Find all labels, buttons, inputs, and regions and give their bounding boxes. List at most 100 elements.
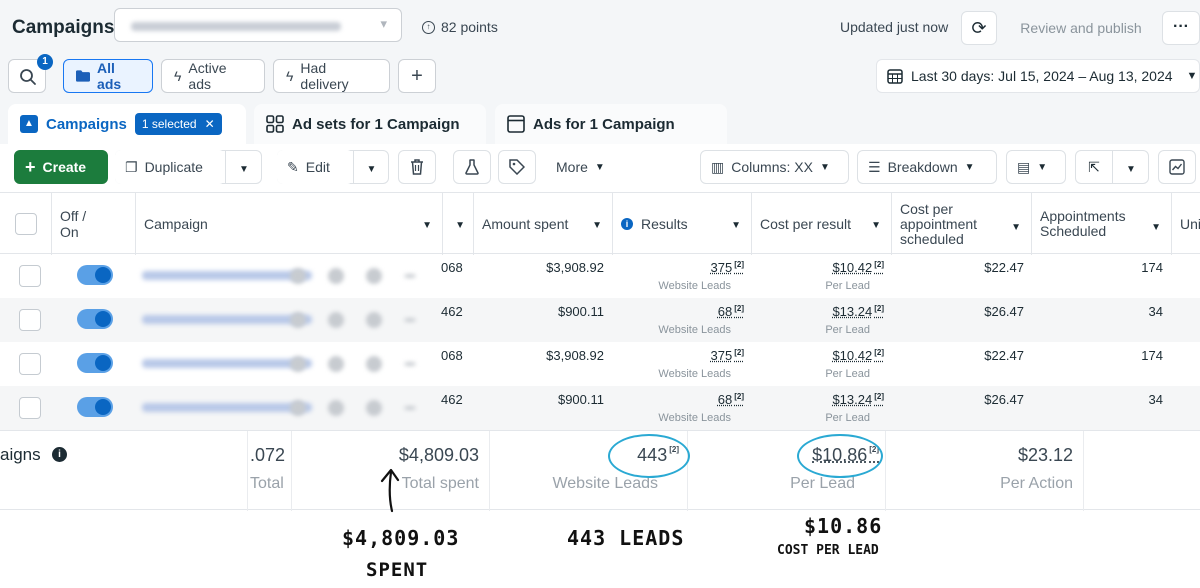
cost-per-appointment-value: $22.47 bbox=[984, 348, 1024, 363]
chart-icon[interactable] bbox=[366, 356, 382, 372]
edit-icon[interactable] bbox=[290, 268, 306, 284]
add-filter-button[interactable]: + bbox=[398, 59, 436, 93]
results-sup: [2] bbox=[734, 304, 744, 313]
chevron-down-icon[interactable]: ▼ bbox=[592, 220, 602, 231]
tab-ads[interactable]: Ads for 1 Campaign bbox=[495, 104, 727, 144]
chart-icon[interactable] bbox=[366, 268, 382, 284]
edit-icon[interactable] bbox=[290, 400, 306, 416]
chart-icon[interactable] bbox=[366, 400, 382, 416]
review-and-publish-button[interactable]: Review and publish bbox=[1009, 11, 1153, 45]
chevron-down-icon[interactable]: ▼ bbox=[455, 220, 465, 231]
row-checkbox[interactable] bbox=[19, 265, 41, 287]
more-icon[interactable] bbox=[404, 362, 416, 366]
annotation-cpl-amount: $10.86 bbox=[804, 514, 882, 538]
results-value[interactable]: 375 [2] bbox=[711, 348, 744, 363]
col-cost-per-appointment[interactable]: Cost per appointment scheduled ▼ bbox=[892, 193, 1032, 255]
breakdown-button[interactable]: ☰ Breakdown ▼ bbox=[857, 150, 997, 184]
col-hidden[interactable]: ▼ bbox=[443, 193, 474, 255]
view-icon[interactable] bbox=[328, 356, 344, 372]
col-campaign[interactable]: Campaign ▼ bbox=[136, 193, 443, 255]
appointments-value: 34 bbox=[1149, 392, 1163, 407]
cost-per-result-value[interactable]: $13.24 [2] bbox=[832, 304, 884, 319]
reports-button[interactable]: ▤ ▼ bbox=[1006, 150, 1066, 184]
results-value[interactable]: 375 [2] bbox=[711, 260, 744, 275]
tab-campaigns[interactable]: ▲ Campaigns 1 selected ✕ bbox=[8, 104, 246, 144]
view-icon[interactable] bbox=[328, 312, 344, 328]
cost-per-result-value[interactable]: $10.42 [2] bbox=[832, 260, 884, 275]
campaign-name-redacted[interactable] bbox=[142, 359, 312, 368]
view-icon[interactable] bbox=[328, 268, 344, 284]
info-icon[interactable]: i bbox=[52, 447, 67, 462]
date-range-picker[interactable]: Last 30 days: Jul 15, 2024 – Aug 13, 202… bbox=[876, 59, 1200, 93]
columns-button[interactable]: ▥ Columns: XX ▼ bbox=[700, 150, 849, 184]
chevron-down-icon[interactable]: ▼ bbox=[1151, 220, 1161, 235]
campaign-toggle[interactable] bbox=[77, 397, 113, 417]
edit-button[interactable]: ✎ Edit bbox=[277, 150, 353, 184]
row-checkbox[interactable] bbox=[19, 309, 41, 331]
export-dropdown[interactable]: ▼ bbox=[1112, 151, 1149, 183]
amount-spent-value: $900.11 bbox=[558, 304, 604, 319]
cost-per-result-value[interactable]: $13.24 [2] bbox=[832, 392, 884, 407]
more-icon[interactable] bbox=[404, 274, 416, 278]
view-icon[interactable] bbox=[328, 400, 344, 416]
col-cost-per-result[interactable]: Cost per result ▼ bbox=[752, 193, 892, 255]
edit-icon[interactable] bbox=[290, 312, 306, 328]
hidden-metric: 068 bbox=[441, 348, 465, 363]
account-selector[interactable]: ▾ bbox=[114, 8, 402, 42]
tab-ad-sets[interactable]: Ad sets for 1 Campaign bbox=[254, 104, 486, 144]
table-row[interactable]: 462 $900.11 68 [2] Website Leads $13.24 [2] Per… bbox=[0, 298, 1200, 342]
campaign-toggle[interactable] bbox=[77, 265, 113, 285]
duplicate-button[interactable]: ❐ Duplicate bbox=[115, 150, 225, 184]
col-results[interactable]: i Results ▼ bbox=[613, 193, 752, 255]
table-row[interactable]: 462 $900.11 68 [2] Website Leads $13.24 [2] Per… bbox=[0, 386, 1200, 430]
chevron-down-icon[interactable]: ▼ bbox=[871, 220, 881, 231]
table-row[interactable]: 068 $3,908.92 375 [2] Website Leads $10.42 [2]… bbox=[0, 254, 1200, 298]
chevron-down-icon[interactable]: ▼ bbox=[731, 220, 741, 231]
results-value[interactable]: 68 [2] bbox=[718, 392, 744, 407]
results-value[interactable]: 68 [2] bbox=[718, 304, 744, 319]
row-checkbox[interactable] bbox=[19, 397, 41, 419]
col-amount-spent[interactable]: Amount spent ▼ bbox=[474, 193, 613, 255]
edit-icon[interactable] bbox=[290, 356, 306, 372]
refresh-button[interactable]: ⟳ bbox=[961, 11, 997, 45]
campaign-toggle[interactable] bbox=[77, 353, 113, 373]
ad-icon bbox=[507, 115, 525, 133]
chevron-down-icon[interactable]: ▾ bbox=[380, 16, 387, 32]
campaign-name-redacted[interactable] bbox=[142, 315, 312, 324]
col-next[interactable]: Uni bbox=[1172, 193, 1200, 255]
col-appointments-scheduled[interactable]: Appointments Scheduled ▼ bbox=[1032, 193, 1172, 255]
select-all-checkbox[interactable] bbox=[15, 213, 37, 235]
chevron-down-icon[interactable]: ▼ bbox=[422, 220, 432, 231]
filter-active-ads[interactable]: ϟ Active ads bbox=[161, 59, 265, 93]
selected-count-pill[interactable]: 1 selected ✕ bbox=[135, 113, 222, 135]
search-button[interactable]: 1 bbox=[8, 59, 46, 93]
campaign-name-redacted[interactable] bbox=[142, 271, 312, 280]
cost-per-appointment-value: $26.47 bbox=[984, 392, 1024, 407]
close-icon[interactable]: ✕ bbox=[205, 117, 215, 131]
campaign-toggle[interactable] bbox=[77, 309, 113, 329]
charts-button[interactable] bbox=[1158, 150, 1196, 184]
more-options-button[interactable]: ··· bbox=[1162, 11, 1200, 45]
filter-had-delivery[interactable]: ϟ Had delivery bbox=[273, 59, 390, 93]
flask-icon bbox=[465, 159, 479, 175]
row-checkbox[interactable] bbox=[19, 353, 41, 375]
duplicate-dropdown[interactable]: ▼ bbox=[225, 151, 262, 183]
test-button[interactable] bbox=[453, 150, 491, 184]
cost-per-result-value[interactable]: $10.42 [2] bbox=[832, 348, 884, 363]
chart-icon[interactable] bbox=[366, 312, 382, 328]
edit-dropdown[interactable]: ▼ bbox=[353, 151, 389, 183]
table-row[interactable]: 068 $3,908.92 375 [2] Website Leads $10.42 [2]… bbox=[0, 342, 1200, 386]
campaign-name-redacted[interactable] bbox=[142, 403, 312, 412]
more-icon[interactable] bbox=[404, 406, 416, 410]
create-button[interactable]: + Create bbox=[14, 150, 108, 184]
chevron-down-icon[interactable]: ▼ bbox=[1011, 220, 1021, 235]
more-icon[interactable] bbox=[404, 318, 416, 322]
export-button[interactable]: ⇱ bbox=[1076, 151, 1112, 183]
delete-button[interactable] bbox=[398, 150, 436, 184]
more-actions-button[interactable]: More ▼ bbox=[546, 150, 626, 184]
filter-all-ads[interactable]: All ads bbox=[63, 59, 153, 93]
folder-icon bbox=[76, 70, 90, 82]
col-campaign-label: Campaign bbox=[144, 216, 208, 232]
info-icon[interactable]: i bbox=[621, 218, 633, 230]
tag-button[interactable] bbox=[498, 150, 536, 184]
